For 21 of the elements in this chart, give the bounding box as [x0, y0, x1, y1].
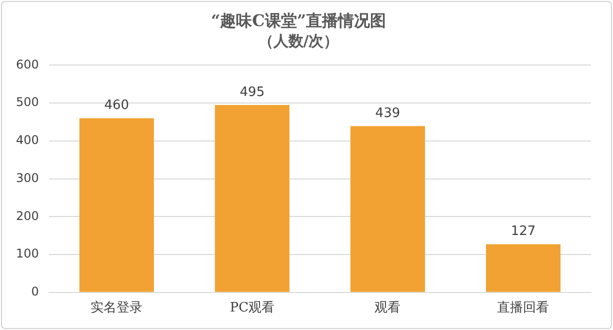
- y-tick-label: 100: [16, 246, 39, 261]
- data-label: 127: [510, 224, 536, 240]
- x-tick-label: 实名登录: [90, 300, 143, 316]
- x-tick-label: 观看: [374, 300, 401, 316]
- y-tick-label: 600: [16, 57, 39, 72]
- chart-subtitle: （人数/次）: [258, 32, 339, 50]
- y-tick-label: 300: [16, 170, 39, 185]
- bar: [214, 104, 290, 292]
- y-tick-label: 200: [16, 208, 39, 223]
- data-label: 439: [375, 106, 400, 122]
- x-tick-label: 直播回看: [497, 300, 550, 316]
- bar: [79, 118, 154, 292]
- data-label: 495: [240, 84, 265, 100]
- y-tick-label: 400: [16, 133, 39, 148]
- chart-title: “趣味C课堂”直播情况图: [210, 10, 386, 30]
- y-tick-label: 0: [31, 284, 39, 299]
- data-label: 460: [104, 98, 130, 114]
- bar: [350, 126, 425, 292]
- y-tick-label: 500: [16, 95, 39, 110]
- bar: [486, 244, 561, 292]
- x-tick-label: PC观看: [230, 300, 275, 316]
